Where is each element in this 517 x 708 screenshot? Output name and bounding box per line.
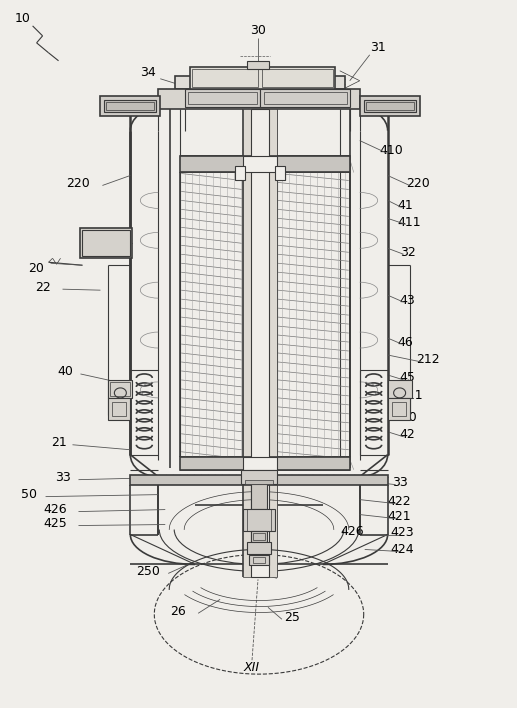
- Bar: [247, 508, 271, 530]
- Bar: [158, 88, 360, 108]
- Bar: [388, 398, 409, 420]
- Text: 42: 42: [400, 428, 416, 441]
- Text: 421: 421: [388, 510, 412, 523]
- Text: 46: 46: [398, 336, 414, 348]
- Bar: [111, 382, 130, 396]
- Bar: [107, 102, 154, 110]
- Text: 41: 41: [398, 199, 414, 212]
- Bar: [180, 457, 350, 469]
- Bar: [253, 532, 265, 540]
- Bar: [264, 92, 347, 103]
- Text: 33: 33: [392, 476, 407, 489]
- Text: 40: 40: [57, 365, 73, 379]
- Bar: [360, 96, 420, 115]
- Text: 10: 10: [14, 13, 31, 25]
- Text: 212: 212: [416, 353, 439, 367]
- Bar: [275, 166, 285, 181]
- Text: XII: XII: [244, 661, 260, 673]
- Text: 31: 31: [370, 41, 386, 55]
- Text: 411: 411: [398, 216, 421, 229]
- Bar: [180, 156, 350, 173]
- Bar: [245, 479, 273, 484]
- Bar: [262, 69, 333, 86]
- Text: 22: 22: [35, 280, 51, 294]
- Text: 33: 33: [55, 471, 70, 484]
- Bar: [188, 92, 257, 103]
- Text: 420: 420: [394, 411, 418, 424]
- Bar: [100, 96, 160, 115]
- Text: 220: 220: [67, 177, 90, 190]
- Text: 425: 425: [43, 517, 67, 530]
- Bar: [260, 88, 350, 107]
- Text: 422: 422: [388, 495, 412, 508]
- Text: 50: 50: [21, 488, 37, 501]
- Text: 45: 45: [400, 372, 416, 384]
- Bar: [388, 380, 412, 398]
- Bar: [366, 102, 414, 110]
- Bar: [175, 76, 345, 88]
- Bar: [185, 88, 260, 107]
- Bar: [109, 380, 132, 398]
- Bar: [243, 457, 277, 469]
- Bar: [190, 67, 335, 88]
- Bar: [360, 370, 388, 455]
- Bar: [83, 230, 130, 256]
- Text: 220: 220: [406, 177, 430, 190]
- Bar: [112, 402, 126, 416]
- Text: 32: 32: [400, 246, 416, 259]
- Text: 26: 26: [170, 605, 186, 618]
- Text: 211: 211: [399, 389, 422, 402]
- Bar: [243, 508, 275, 530]
- Text: 250: 250: [136, 565, 160, 578]
- Bar: [251, 108, 269, 578]
- Bar: [244, 76, 262, 86]
- Bar: [392, 402, 406, 416]
- Text: 424: 424: [391, 543, 415, 556]
- Bar: [241, 469, 277, 484]
- Text: 25: 25: [284, 611, 300, 624]
- Text: 20: 20: [28, 262, 43, 275]
- Text: 21: 21: [51, 436, 66, 450]
- Text: 410: 410: [380, 144, 403, 157]
- Text: 34: 34: [141, 67, 156, 79]
- Text: 43: 43: [400, 294, 416, 307]
- Bar: [243, 156, 277, 173]
- Bar: [192, 69, 258, 86]
- Bar: [104, 100, 156, 112]
- Bar: [109, 398, 130, 420]
- Text: 423: 423: [391, 526, 415, 539]
- Bar: [249, 556, 269, 566]
- Text: 426: 426: [44, 503, 67, 516]
- Bar: [130, 474, 388, 485]
- Bar: [251, 484, 267, 508]
- Bar: [247, 542, 271, 554]
- Text: 30: 30: [250, 24, 266, 38]
- Bar: [235, 166, 245, 181]
- Bar: [253, 557, 265, 564]
- Bar: [364, 100, 416, 112]
- Bar: [247, 61, 269, 69]
- Bar: [251, 530, 267, 542]
- Bar: [81, 229, 132, 258]
- Text: 426: 426: [340, 525, 363, 538]
- Bar: [243, 108, 277, 578]
